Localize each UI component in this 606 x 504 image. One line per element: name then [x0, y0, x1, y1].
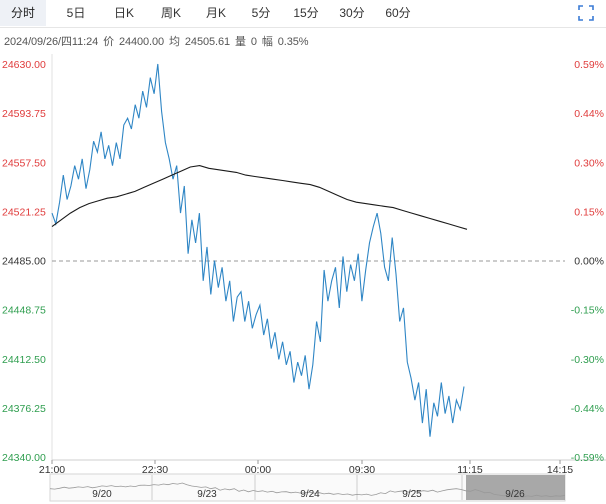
y-axis-right-label: -0.59% [571, 452, 604, 464]
x-axis-label: 09:30 [349, 464, 375, 476]
expand-icon[interactable] [578, 5, 594, 21]
x-axis-label: 00:00 [245, 464, 271, 476]
y-axis-left-label: 24630.00 [2, 59, 46, 71]
y-axis-left-label: 24557.50 [2, 157, 46, 169]
tab-5min[interactable]: 5分 [251, 6, 271, 20]
tab-weekly-k[interactable]: 周K [160, 6, 181, 20]
tab-15min[interactable]: 15分 [293, 6, 319, 20]
tab-30min[interactable]: 30分 [339, 6, 365, 20]
navigator-mini-series [49, 482, 566, 498]
period-tabs: 分时 5日 日K 周K 月K 5分 15分 30分 60分 [0, 0, 606, 28]
y-axis-left-label: 24593.75 [2, 108, 46, 120]
y-axis-left-label: 24448.75 [2, 305, 46, 317]
tab-60min[interactable]: 60分 [385, 6, 411, 20]
x-axis-label: 14:15 [547, 464, 573, 476]
avg-value: 24505.61 [184, 36, 230, 48]
y-axis-right-label: 0.00% [574, 256, 604, 268]
quote-datetime: 2024/09/26/四11:24 [4, 36, 99, 48]
avg-label: 均 [169, 36, 180, 48]
quote-info-bar: 2024/09/26/四11:24 价 24400.00 均 24505.61 … [4, 33, 310, 49]
y-axis-right-label: -0.15% [571, 305, 604, 317]
y-axis-right-label: 0.59% [574, 59, 604, 71]
amplitude-value: 0.35% [277, 36, 309, 48]
price-label: 价 [103, 36, 114, 48]
y-axis-right-label: 0.15% [574, 206, 604, 218]
navigator-date-label: 9/23 [197, 489, 217, 500]
y-axis-left-label: 24485.00 [2, 256, 46, 268]
tab-monthly-k[interactable]: 月K [205, 6, 226, 20]
navigator-date-label: 9/26 [505, 489, 525, 500]
y-axis-right-label: 0.30% [574, 157, 604, 169]
amplitude-label: 幅 [261, 36, 273, 48]
y-axis-left-label: 24412.50 [2, 354, 46, 366]
volume-label: 量 [234, 36, 246, 48]
volume-value: 0 [250, 36, 257, 48]
x-axis-label: 22:30 [142, 464, 168, 476]
navigator-date-label: 9/25 [402, 489, 422, 500]
tab-5day[interactable]: 5日 [66, 6, 86, 20]
y-axis-right-label: -0.44% [571, 403, 604, 415]
tab-daily-k[interactable]: 日K [113, 6, 134, 20]
price-series-line [51, 63, 465, 437]
y-axis-right-label: -0.30% [571, 354, 604, 366]
price-value: 24400.00 [118, 36, 165, 48]
average-price-line [51, 165, 468, 230]
x-axis-label: 11:15 [457, 464, 483, 476]
y-axis-left-label: 24376.25 [2, 403, 46, 415]
tab-timeshare[interactable]: 分时 [0, 0, 46, 26]
y-axis-left-label: 24521.25 [2, 206, 46, 218]
navigator-date-label: 9/24 [300, 489, 320, 500]
y-axis-left-label: 24340.00 [2, 452, 46, 464]
x-axis-label: 21:00 [39, 464, 65, 476]
navigator-date-label: 9/20 [92, 489, 112, 500]
time-navigator[interactable]: 9/20 9/23 9/24 9/25 9/26 [49, 473, 566, 502]
y-axis-right-label: 0.44% [574, 108, 604, 120]
